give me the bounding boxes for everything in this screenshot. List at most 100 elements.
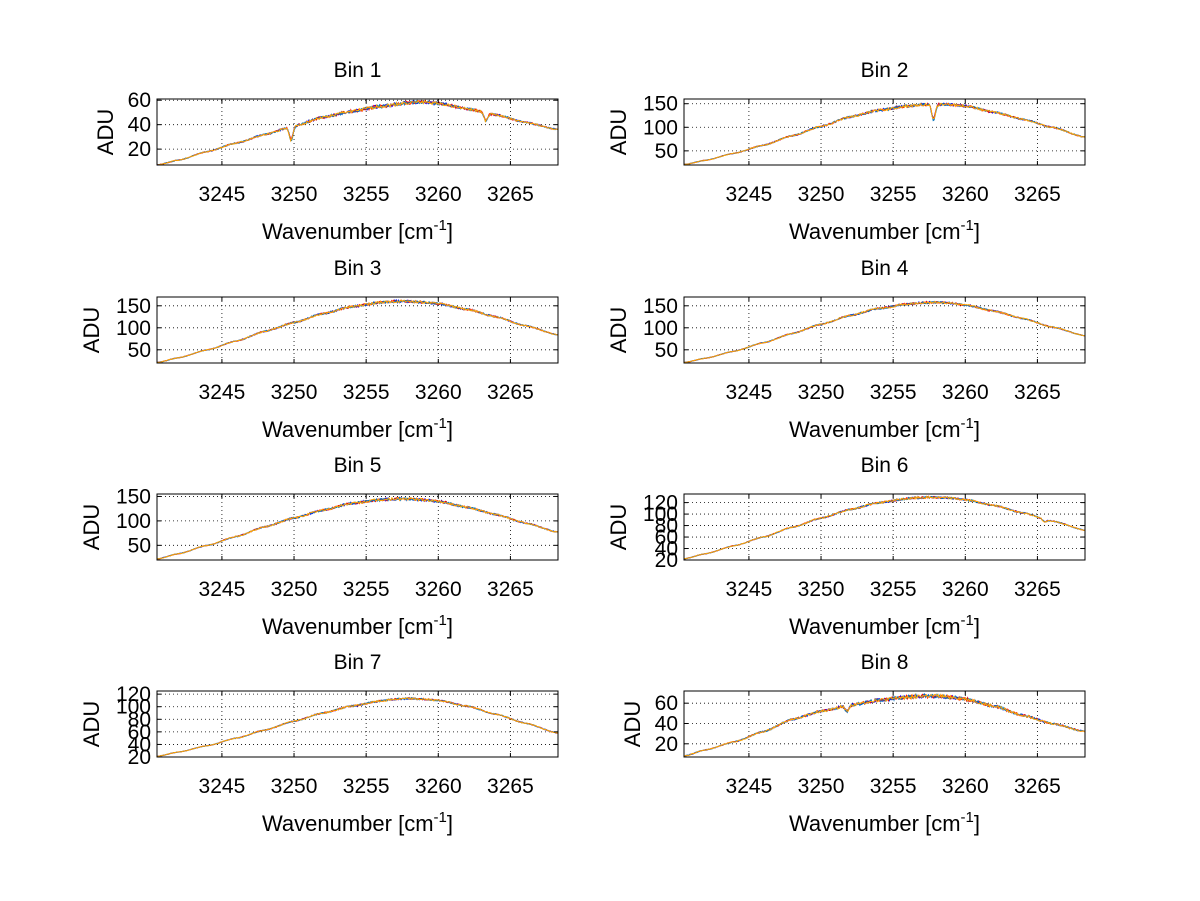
x-axis-label-superscript: -1 [961, 217, 974, 234]
x-tick-label: 3250 [271, 183, 318, 206]
y-tick-label: 100 [116, 696, 151, 719]
x-axis-label: Wavenumber [cm-1] [262, 612, 453, 639]
subplot-title: Bin 8 [861, 651, 909, 674]
x-tick-label: 3265 [1014, 381, 1061, 404]
axes-box [156, 493, 559, 561]
x-axis-label-superscript: -1 [434, 415, 447, 432]
x-tick-label: 3265 [1014, 578, 1061, 601]
series-line-1 [683, 102, 1086, 165]
x-tick-label: 3255 [870, 775, 917, 798]
x-tick-label: 3255 [343, 578, 390, 601]
y-tick-label: 60 [655, 692, 678, 715]
x-tick-label: 3255 [870, 381, 917, 404]
x-tick-label: 3245 [199, 578, 246, 601]
x-axis-label-end: ] [447, 417, 453, 442]
y-tick-label: 100 [643, 317, 678, 340]
y-tick-label: 20 [655, 733, 678, 756]
y-axis-label: ADU [606, 504, 631, 550]
y-axis-label: ADU [606, 109, 631, 155]
x-tick-label: 3260 [415, 381, 462, 404]
series-line-1 [684, 495, 1086, 560]
x-tick-label: 3250 [271, 578, 318, 601]
y-tick-label: 20 [655, 549, 678, 572]
y-tick-label: 100 [116, 317, 151, 340]
x-axis-label-main: Wavenumber [cm [262, 219, 434, 244]
x-axis-label-main: Wavenumber [cm [262, 417, 434, 442]
y-tick-label: 150 [116, 295, 151, 318]
y-tick-label: 150 [643, 295, 678, 318]
series-line-3 [156, 496, 559, 560]
x-axis-label-end: ] [974, 219, 980, 244]
subplot-title: Bin 4 [861, 257, 909, 280]
x-axis-label: Wavenumber [cm-1] [789, 217, 980, 244]
x-tick-label: 3245 [726, 183, 773, 206]
subplot-title: Bin 6 [861, 454, 909, 477]
y-tick-label: 60 [128, 89, 151, 112]
x-axis-label-superscript: -1 [434, 612, 447, 629]
series-line-1 [156, 298, 559, 364]
y-tick-label: 40 [655, 712, 678, 735]
x-tick-label: 3265 [487, 775, 534, 798]
axes-box [683, 98, 1086, 166]
series-line-2 [156, 497, 559, 560]
y-tick-label: 40 [655, 538, 678, 561]
y-tick-label: 40 [128, 733, 151, 756]
y-tick-label: 50 [128, 534, 151, 557]
x-axis-label-superscript: -1 [961, 612, 974, 629]
x-tick-label: 3255 [343, 775, 390, 798]
y-tick-label: 50 [655, 140, 678, 163]
series-line-3 [156, 299, 559, 364]
series-line-3 [683, 495, 1086, 560]
x-axis-label-superscript: -1 [961, 415, 974, 432]
subplot-title: Bin 5 [334, 454, 382, 477]
series-line-1 [683, 300, 1086, 364]
x-axis-label: Wavenumber [cm-1] [262, 217, 453, 244]
x-axis-label-main: Wavenumber [cm [262, 614, 434, 639]
x-tick-label: 3255 [343, 183, 390, 206]
series-line-4 [684, 102, 1086, 165]
series-line-4 [156, 697, 559, 757]
y-axis-label: ADU [93, 109, 118, 155]
series-line-4 [683, 495, 1086, 560]
y-tick-label: 120 [643, 492, 678, 515]
x-tick-label: 3250 [798, 381, 845, 404]
series-line-3 [683, 300, 1086, 364]
y-tick-label: 150 [643, 93, 678, 116]
x-tick-label: 3255 [870, 183, 917, 206]
x-axis-label-main: Wavenumber [cm [789, 417, 961, 442]
x-axis-label: Wavenumber [cm-1] [789, 415, 980, 442]
axes-box [156, 690, 559, 758]
x-tick-label: 3265 [1014, 183, 1061, 206]
series-line-3 [683, 102, 1086, 166]
x-tick-label: 3260 [415, 183, 462, 206]
x-tick-label: 3260 [942, 775, 989, 798]
y-tick-label: 20 [128, 138, 151, 161]
y-tick-label: 20 [128, 746, 151, 769]
axes-box [683, 296, 1086, 364]
series-line-4 [683, 692, 1086, 757]
x-tick-label: 3245 [199, 775, 246, 798]
x-tick-label: 3250 [798, 183, 845, 206]
x-axis-label-main: Wavenumber [cm [789, 614, 961, 639]
y-tick-label: 40 [128, 114, 151, 137]
series-line-4 [156, 496, 559, 560]
series-line-4 [683, 300, 1086, 364]
x-tick-label: 3255 [343, 381, 390, 404]
axes-box [683, 493, 1086, 561]
series-line-2 [683, 102, 1086, 166]
x-tick-label: 3260 [942, 183, 989, 206]
x-axis-label-end: ] [447, 614, 453, 639]
series-line-2 [156, 299, 559, 364]
subplot-title: Bin 2 [861, 59, 909, 82]
x-axis-label: Wavenumber [cm-1] [789, 612, 980, 639]
axes-box [156, 98, 559, 166]
y-tick-label: 80 [128, 708, 151, 731]
x-axis-label: Wavenumber [cm-1] [262, 809, 453, 836]
subplot-title: Bin 3 [334, 257, 382, 280]
y-axis-label: ADU [79, 504, 104, 550]
